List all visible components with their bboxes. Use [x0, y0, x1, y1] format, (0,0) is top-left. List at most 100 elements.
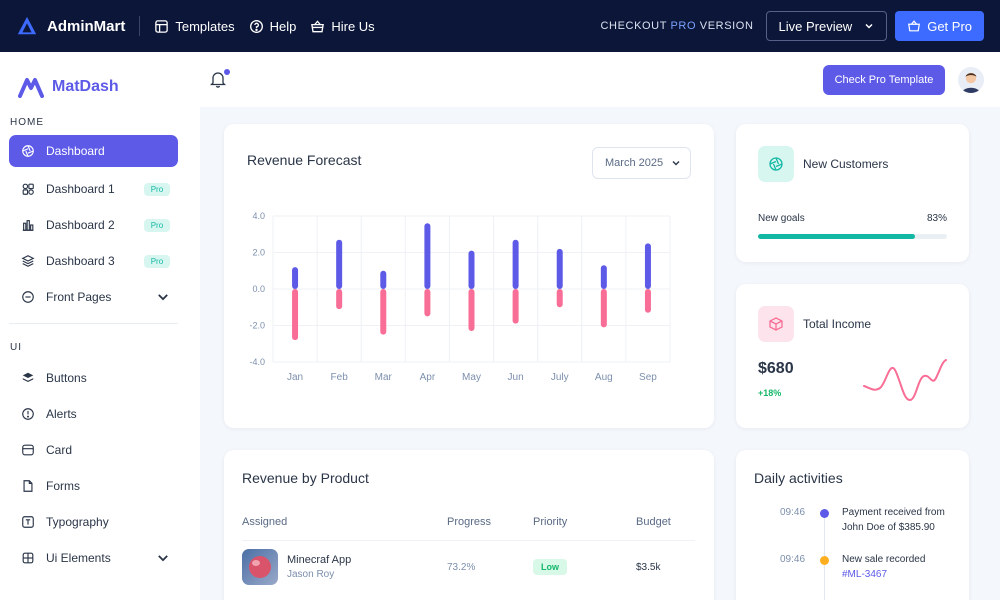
top-promo-bar: AdminMart Templates Help Hire Us CHECKOU… — [0, 0, 1000, 52]
checkout-prefix: CHECKOUT — [600, 20, 667, 32]
pro-badge: Pro — [143, 218, 171, 232]
daily-activities-title: Daily activities — [754, 470, 843, 486]
alert-circle-icon — [22, 408, 34, 420]
sidebar-item-buttons[interactable]: Buttons — [9, 360, 178, 396]
bar-chart-icon — [22, 220, 34, 231]
total-income-change: +18% — [758, 388, 782, 398]
bar-positive — [512, 239, 519, 289]
matdash-brand[interactable]: MatDash — [0, 52, 200, 107]
get-pro-button[interactable]: Get Pro — [895, 11, 984, 41]
column-header-budget: Budget — [636, 516, 671, 528]
shapes-icon — [22, 183, 34, 195]
get-pro-label: Get Pro — [927, 18, 972, 34]
new-customers-title: New Customers — [803, 157, 889, 171]
y-tick-label: -4.0 — [249, 357, 265, 367]
bar-negative — [468, 289, 475, 331]
product-name: Minecraf App — [287, 554, 352, 566]
basket-icon — [908, 20, 921, 32]
section-ui-label: UI — [10, 342, 22, 353]
bar-positive — [556, 248, 563, 289]
total-income-title: Total Income — [803, 317, 872, 331]
help-icon — [249, 19, 263, 33]
checkout-highlight: PRO — [670, 20, 697, 32]
grid-icon — [22, 552, 34, 564]
sidebar-item-dashboard[interactable]: Dashboard — [9, 135, 178, 167]
layout-icon — [155, 19, 169, 33]
file-icon — [23, 480, 33, 492]
sidebar-item-label: Typography — [46, 515, 109, 529]
user-avatar-icon — [958, 67, 984, 93]
x-tick-label: Mar — [375, 372, 393, 383]
goal-label: New goals — [758, 213, 805, 224]
checkout-suffix: VERSION — [699, 20, 754, 32]
aperture-icon — [22, 145, 34, 157]
sidebar-item-label: Forms — [46, 479, 80, 493]
bar-positive — [600, 265, 607, 289]
hire-us-link[interactable]: Hire Us — [310, 19, 375, 34]
help-label: Help — [269, 18, 297, 34]
help-link[interactable]: Help — [249, 18, 297, 34]
bar-negative — [424, 289, 431, 317]
chevron-down-icon — [158, 294, 168, 301]
bar-negative — [380, 289, 387, 335]
bar-positive — [424, 223, 431, 289]
x-tick-label: Jun — [508, 372, 524, 383]
bell-icon[interactable] — [210, 70, 226, 88]
live-preview-button[interactable]: Live Preview — [765, 11, 888, 41]
live-preview-label: Live Preview — [778, 18, 853, 34]
aperture-icon — [769, 157, 783, 171]
adminmart-logo-icon — [17, 16, 37, 35]
typography-icon — [22, 516, 34, 528]
sidebar-item-card[interactable]: Card — [9, 432, 178, 468]
sidebar-item-typography[interactable]: Typography — [9, 504, 178, 540]
sidebar: MatDash HOME Dashboard Dashboard 1 Pro D… — [0, 52, 200, 600]
check-pro-template-button[interactable]: Check Pro Template — [823, 65, 945, 95]
x-tick-label: Apr — [420, 372, 436, 383]
bar-negative — [292, 289, 299, 341]
priority-badge: Low — [533, 559, 567, 575]
total-income-icon-box — [758, 306, 794, 342]
total-income-value: $680 — [758, 360, 794, 377]
new-customers-icon-box — [758, 146, 794, 182]
sidebar-item-dashboard-3[interactable]: Dashboard 3 Pro — [9, 243, 178, 279]
chevron-down-icon — [672, 161, 680, 166]
sidebar-item-label: Dashboard 1 — [46, 182, 115, 196]
sidebar-item-front-pages[interactable]: Front Pages — [9, 279, 178, 315]
revenue-forecast-card: Revenue Forecast March 2025 4.0 2.0 0.0 -2.… — [224, 124, 714, 428]
adminmart-brand[interactable]: AdminMart — [16, 15, 125, 37]
daily-activities-card: Daily activities 09:46 Payment received … — [736, 450, 969, 600]
month-select[interactable]: March 2025 — [592, 147, 691, 179]
notification-dot — [224, 69, 230, 75]
sidebar-item-alerts[interactable]: Alerts — [9, 396, 178, 432]
bar-negative — [512, 289, 519, 324]
x-tick-label: Sep — [639, 372, 657, 383]
card-icon — [22, 444, 34, 456]
activity-text: Payment received from John Doe of $385.9… — [842, 507, 945, 533]
sidebar-item-dashboard-1[interactable]: Dashboard 1 Pro — [9, 171, 178, 207]
activity-time: 09:46 — [780, 507, 806, 518]
sidebar-item-forms[interactable]: Forms — [9, 468, 178, 504]
section-home-label: HOME — [10, 117, 44, 128]
templates-link[interactable]: Templates — [154, 19, 235, 34]
matdash-name: MatDash — [52, 78, 119, 95]
app-header: Check Pro Template — [200, 52, 1000, 107]
checkout-pro-text[interactable]: CHECKOUT PRO VERSION — [601, 20, 754, 32]
matdash-logo-icon — [18, 78, 44, 98]
sidebar-item-label: Alerts — [46, 407, 77, 421]
activity-link[interactable]: #ML-3467 — [842, 569, 888, 580]
column-header-priority: Priority — [533, 516, 568, 528]
revenue-forecast-title: Revenue Forecast — [247, 152, 362, 168]
pro-badge: Pro — [143, 182, 171, 196]
bar-positive — [292, 267, 299, 289]
sidebar-item-ui-elements[interactable]: Ui Elements — [9, 540, 178, 576]
sidebar-item-label: Dashboard 3 — [46, 254, 115, 268]
y-tick-label: 4.0 — [252, 211, 265, 221]
goal-progress-track — [758, 234, 947, 239]
sidebar-item-dashboard-2[interactable]: Dashboard 2 Pro — [9, 207, 178, 243]
sidebar-item-label: Card — [46, 443, 73, 457]
bar-negative — [600, 289, 607, 328]
avatar[interactable] — [958, 67, 984, 93]
chevron-down-icon — [865, 23, 873, 29]
income-sparkline — [863, 359, 947, 402]
bar-positive — [644, 243, 651, 289]
